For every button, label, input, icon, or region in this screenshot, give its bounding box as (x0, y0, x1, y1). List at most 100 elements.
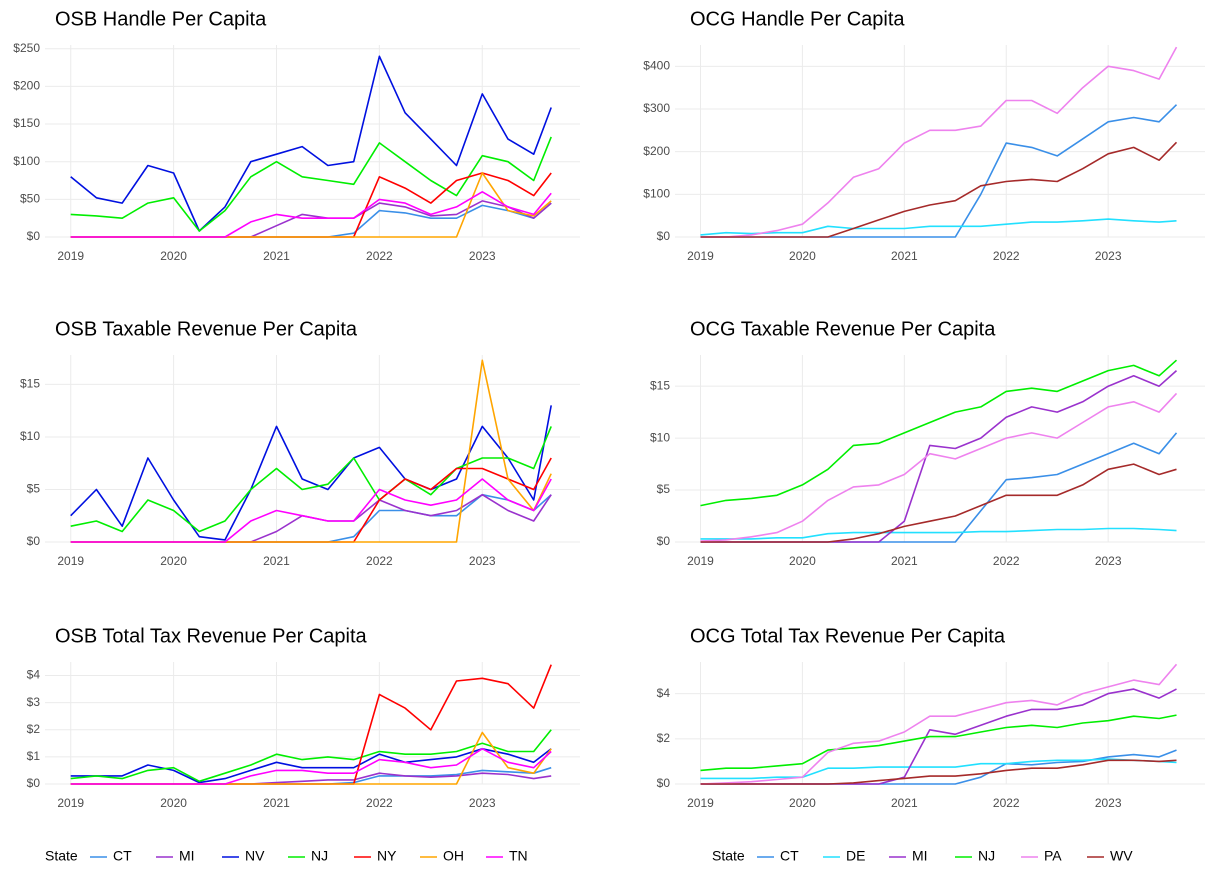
legend-label: CT (113, 848, 132, 864)
panel-title: OSB Handle Per Capita (55, 8, 267, 30)
series-line (700, 758, 1177, 780)
x-tick-label: 2023 (469, 554, 496, 568)
x-tick-label: 2022 (993, 796, 1020, 810)
series-line (700, 46, 1178, 238)
x-tick-label: 2022 (366, 554, 393, 568)
series-line (70, 493, 552, 543)
series-line (70, 729, 552, 783)
legend-label: WV (1110, 848, 1133, 864)
x-tick-label: 2020 (789, 554, 816, 568)
series-line (700, 370, 1178, 543)
series-line (70, 772, 552, 785)
panel-title: OSB Taxable Revenue Per Capita (55, 318, 358, 340)
x-tick-label: 2022 (993, 249, 1020, 263)
y-tick-label: $100 (13, 154, 40, 168)
x-tick-label: 2019 (687, 796, 714, 810)
y-tick-label: $0 (657, 534, 671, 548)
y-tick-label: $0 (27, 534, 41, 548)
legend-label: MI (179, 848, 195, 864)
y-tick-label: $4 (27, 668, 41, 682)
series-line (70, 493, 552, 543)
x-tick-label: 2023 (469, 249, 496, 263)
x-tick-label: 2022 (366, 796, 393, 810)
y-tick-label: $0 (657, 776, 671, 790)
legend-label: TN (509, 848, 528, 864)
x-tick-label: 2022 (366, 249, 393, 263)
y-tick-label: $10 (650, 430, 670, 444)
series-line (70, 191, 552, 238)
legend-label: NY (377, 848, 397, 864)
y-tick-label: $200 (13, 79, 40, 93)
series-line (70, 359, 552, 543)
y-tick-label: $0 (27, 776, 41, 790)
x-tick-label: 2019 (687, 554, 714, 568)
y-tick-label: $5 (27, 482, 41, 496)
panel-title: OCG Taxable Revenue Per Capita (690, 318, 996, 340)
series-line (70, 426, 552, 533)
series-line (700, 663, 1178, 785)
y-tick-label: $1 (27, 749, 41, 763)
series-line (700, 463, 1177, 543)
y-tick-label: $3 (27, 695, 41, 709)
y-tick-label: $10 (20, 429, 40, 443)
x-tick-label: 2021 (263, 554, 290, 568)
y-tick-label: $400 (643, 59, 670, 73)
y-tick-label: $5 (657, 482, 671, 496)
y-tick-label: $250 (13, 41, 40, 55)
x-tick-label: 2023 (1095, 249, 1122, 263)
series-line (70, 748, 552, 785)
series-line (70, 202, 552, 238)
y-tick-label: $200 (643, 144, 670, 158)
y-tick-label: $300 (643, 101, 670, 115)
x-tick-label: 2021 (263, 249, 290, 263)
x-tick-label: 2023 (469, 796, 496, 810)
x-tick-label: 2019 (57, 796, 84, 810)
series-line (70, 136, 552, 232)
x-tick-label: 2020 (160, 554, 187, 568)
x-tick-label: 2023 (1095, 554, 1122, 568)
legend-label: NV (245, 848, 265, 864)
series-line (70, 748, 552, 784)
panel-title: OSB Total Tax Revenue Per Capita (55, 625, 368, 647)
series-line (70, 405, 552, 541)
legend-label: PA (1044, 848, 1062, 864)
y-tick-label: $50 (20, 192, 40, 206)
y-tick-label: $15 (20, 377, 40, 391)
y-tick-label: $150 (13, 116, 40, 130)
y-tick-label: $0 (657, 229, 671, 243)
series-line (700, 218, 1177, 236)
y-tick-label: $100 (643, 187, 670, 201)
x-tick-label: 2021 (891, 249, 918, 263)
panel-title: OCG Handle Per Capita (690, 8, 905, 30)
y-tick-label: $2 (27, 722, 41, 736)
series-line (700, 392, 1178, 542)
panel-title: OCG Total Tax Revenue Per Capita (690, 625, 1006, 647)
series-line (70, 478, 552, 543)
series-line (700, 759, 1177, 785)
legend-label: CT (780, 848, 799, 864)
x-tick-label: 2019 (57, 554, 84, 568)
series-line (70, 664, 552, 785)
x-tick-label: 2021 (263, 796, 290, 810)
y-tick-label: $0 (27, 229, 41, 243)
legend-label: NJ (978, 848, 995, 864)
series-line (700, 527, 1177, 540)
x-tick-label: 2020 (160, 249, 187, 263)
legend-label: DE (846, 848, 865, 864)
legend-label: OH (443, 848, 464, 864)
x-tick-label: 2019 (687, 249, 714, 263)
series-line (700, 432, 1178, 543)
series-line (700, 141, 1178, 238)
series-line (700, 714, 1177, 772)
x-tick-label: 2023 (1095, 796, 1122, 810)
series-line (700, 359, 1178, 507)
series-line (700, 104, 1178, 238)
y-tick-label: $4 (657, 686, 671, 700)
legend-label: NJ (311, 848, 328, 864)
legend-title: State (712, 848, 745, 864)
y-tick-label: $2 (657, 731, 671, 745)
legend-label: MI (912, 848, 928, 864)
legend-title: State (45, 848, 78, 864)
series-line (70, 55, 552, 232)
